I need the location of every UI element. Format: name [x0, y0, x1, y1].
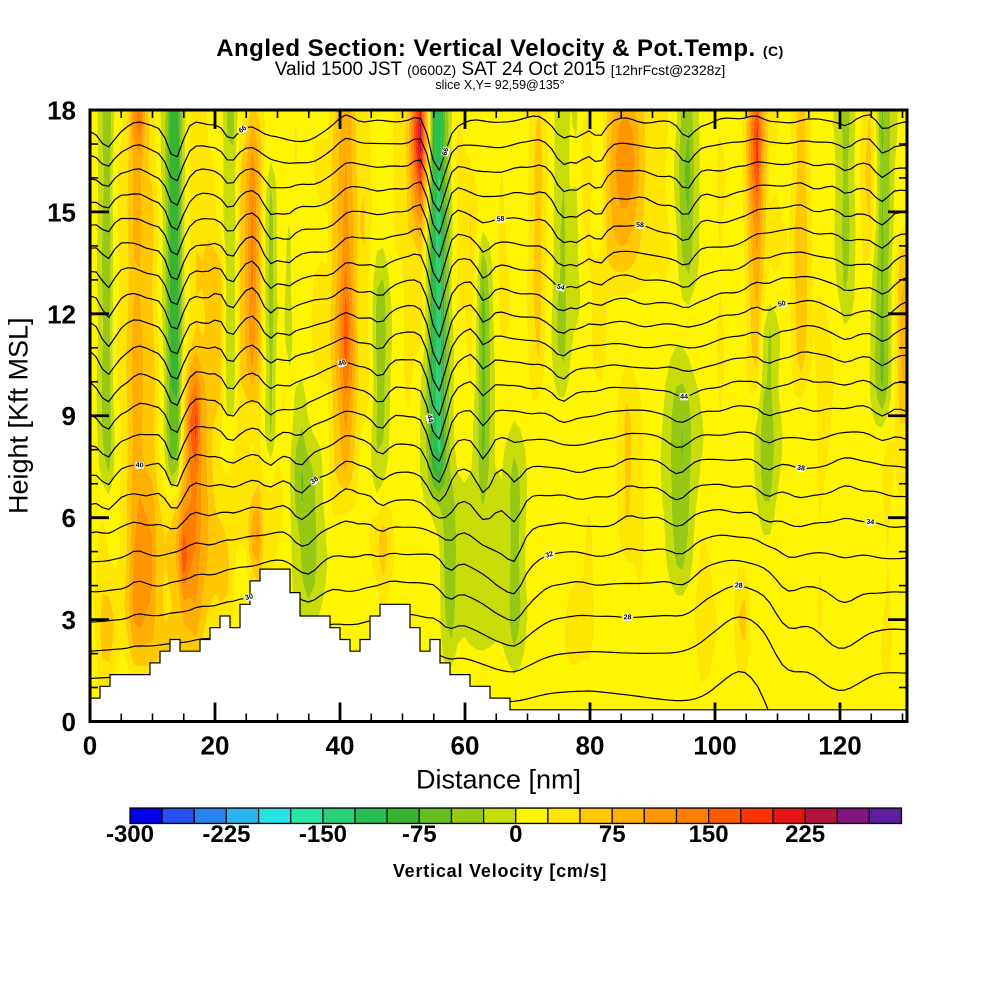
svg-text:66: 66 — [238, 125, 248, 135]
svg-text:34: 34 — [866, 519, 875, 527]
svg-text:20: 20 — [201, 730, 230, 760]
svg-text:12: 12 — [47, 299, 76, 329]
svg-text:75: 75 — [599, 821, 626, 848]
svg-text:Height [Kft MSL]: Height [Kft MSL] — [4, 317, 34, 514]
svg-text:Distance [nm]: Distance [nm] — [416, 764, 581, 794]
svg-text:-75: -75 — [402, 821, 437, 848]
svg-text:6: 6 — [62, 503, 76, 533]
svg-text:28: 28 — [734, 582, 742, 590]
svg-text:38: 38 — [309, 476, 320, 486]
svg-text:15: 15 — [47, 197, 76, 227]
svg-text:66: 66 — [441, 147, 450, 157]
svg-text:225: 225 — [785, 821, 825, 848]
svg-text:50: 50 — [777, 300, 786, 309]
svg-text:120: 120 — [818, 730, 861, 760]
svg-text:54: 54 — [556, 283, 566, 292]
svg-text:44: 44 — [425, 414, 434, 423]
svg-text:-150: -150 — [299, 821, 347, 848]
svg-text:58: 58 — [496, 215, 505, 223]
svg-text:0: 0 — [62, 707, 76, 737]
svg-text:18: 18 — [47, 95, 76, 125]
svg-text:-225: -225 — [202, 821, 250, 848]
svg-text:40: 40 — [136, 462, 144, 469]
svg-text:80: 80 — [576, 730, 605, 760]
svg-text:150: 150 — [689, 821, 729, 848]
svg-text:28: 28 — [624, 614, 632, 621]
svg-text:100: 100 — [693, 730, 736, 760]
svg-text:0: 0 — [83, 730, 97, 760]
svg-text:40: 40 — [326, 730, 355, 760]
svg-text:46: 46 — [338, 359, 347, 368]
svg-text:3: 3 — [62, 605, 76, 635]
svg-text:58: 58 — [636, 222, 644, 229]
svg-text:30: 30 — [245, 593, 254, 602]
svg-text:-300: -300 — [106, 821, 154, 848]
svg-text:44: 44 — [680, 394, 688, 401]
svg-text:60: 60 — [451, 730, 480, 760]
svg-text:9: 9 — [62, 401, 76, 431]
svg-text:0: 0 — [509, 821, 522, 848]
svg-text:32: 32 — [545, 551, 555, 560]
svg-text:38: 38 — [797, 465, 806, 473]
